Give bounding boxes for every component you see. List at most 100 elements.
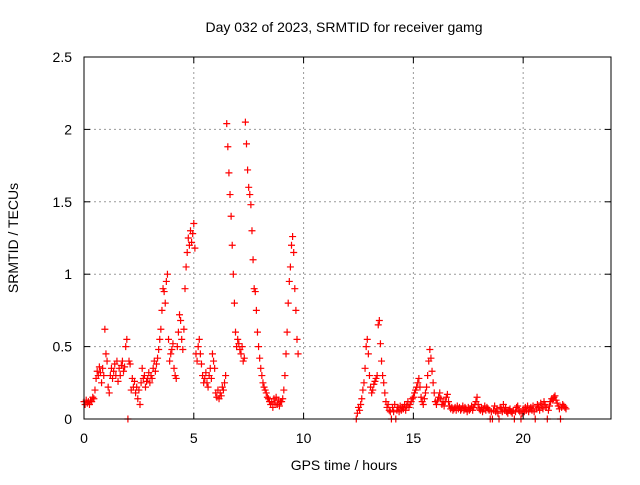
y-tick-label: 1 (64, 266, 72, 282)
data-point (416, 383, 424, 391)
data-point (141, 383, 149, 391)
data-point (417, 393, 425, 401)
data-point (181, 285, 189, 293)
data-point (223, 120, 231, 128)
data-point (131, 377, 139, 385)
x-tick-label: 10 (296, 430, 312, 446)
data-point (380, 379, 388, 387)
data-point (238, 343, 246, 351)
data-point (138, 364, 146, 372)
data-point (99, 364, 107, 372)
data-point (429, 379, 437, 387)
data-point (242, 140, 250, 148)
data-point (252, 306, 260, 314)
data-point (544, 406, 552, 414)
data-point (365, 372, 373, 380)
data-point (90, 395, 98, 403)
data-point (194, 343, 202, 351)
data-point (156, 335, 164, 343)
x-axis-label: GPS time / hours (291, 457, 398, 473)
data-point (364, 350, 372, 358)
data-point (423, 383, 431, 391)
data-point (263, 393, 271, 401)
data-point (204, 383, 212, 391)
data-point (118, 357, 126, 365)
plot-frame (83, 56, 612, 420)
data-point (105, 389, 113, 397)
data-point (408, 395, 416, 403)
data-point (95, 363, 103, 371)
data-point (551, 392, 559, 400)
data-point (120, 367, 128, 375)
data-point (229, 270, 237, 278)
y-axis-label: SRMTID / TECUs (5, 183, 21, 293)
data-point (286, 263, 294, 271)
data-point (195, 335, 203, 343)
data-point (167, 350, 175, 358)
data-point (201, 374, 209, 382)
data-point (137, 379, 145, 387)
data-point (379, 372, 387, 380)
data-point (282, 350, 290, 358)
data-point (369, 386, 377, 394)
data-point (170, 364, 178, 372)
data-point (428, 367, 436, 375)
data-point (258, 372, 266, 380)
ticks-layer: 0 5 10 15 20 0 0.5 1 1.5 2 2.5 (53, 49, 611, 446)
data-point (155, 345, 163, 353)
data-point (135, 386, 143, 394)
data-point (146, 379, 154, 387)
data-point (283, 328, 291, 336)
data-point (154, 354, 162, 362)
data-point (290, 248, 298, 256)
x-tick-label: 0 (80, 430, 88, 446)
data-point (173, 343, 181, 351)
data-point (232, 328, 240, 336)
data-point (176, 311, 184, 319)
data-point (357, 401, 365, 409)
data-point (188, 238, 196, 246)
data-point (249, 256, 257, 264)
data-point (207, 374, 215, 382)
data-point (152, 360, 160, 368)
data-point (414, 379, 422, 387)
data-point (148, 374, 156, 382)
data-point (361, 364, 369, 372)
y-tick-label: 2.5 (53, 49, 73, 65)
data-point (421, 389, 429, 397)
data-point (237, 350, 245, 358)
data-point (222, 372, 230, 380)
data-point (174, 328, 182, 336)
data-point (117, 361, 125, 369)
data-point (134, 395, 142, 403)
data-point (104, 383, 112, 391)
data-point (166, 357, 174, 365)
data-point (234, 335, 242, 343)
data-point (101, 325, 109, 333)
data-point (359, 386, 367, 394)
data-point (426, 345, 434, 353)
data-point (180, 325, 188, 333)
data-point (436, 389, 444, 397)
data-point (193, 357, 201, 365)
data-point (514, 402, 522, 410)
data-point (356, 406, 364, 414)
data-point (473, 393, 481, 401)
data-point (293, 335, 301, 343)
data-point (241, 118, 249, 126)
data-point (424, 372, 432, 380)
data-point (415, 374, 423, 382)
data-point (184, 234, 192, 242)
data-point (91, 386, 99, 394)
data-point (257, 364, 265, 372)
data-point (219, 386, 227, 394)
data-point (89, 393, 97, 401)
data-point (247, 201, 255, 209)
data-point (225, 169, 233, 177)
data-point (240, 354, 248, 362)
data-point (294, 350, 302, 358)
x-tick-label: 5 (190, 430, 198, 446)
data-point (381, 389, 389, 397)
data-point (291, 285, 299, 293)
data-point (494, 409, 502, 417)
